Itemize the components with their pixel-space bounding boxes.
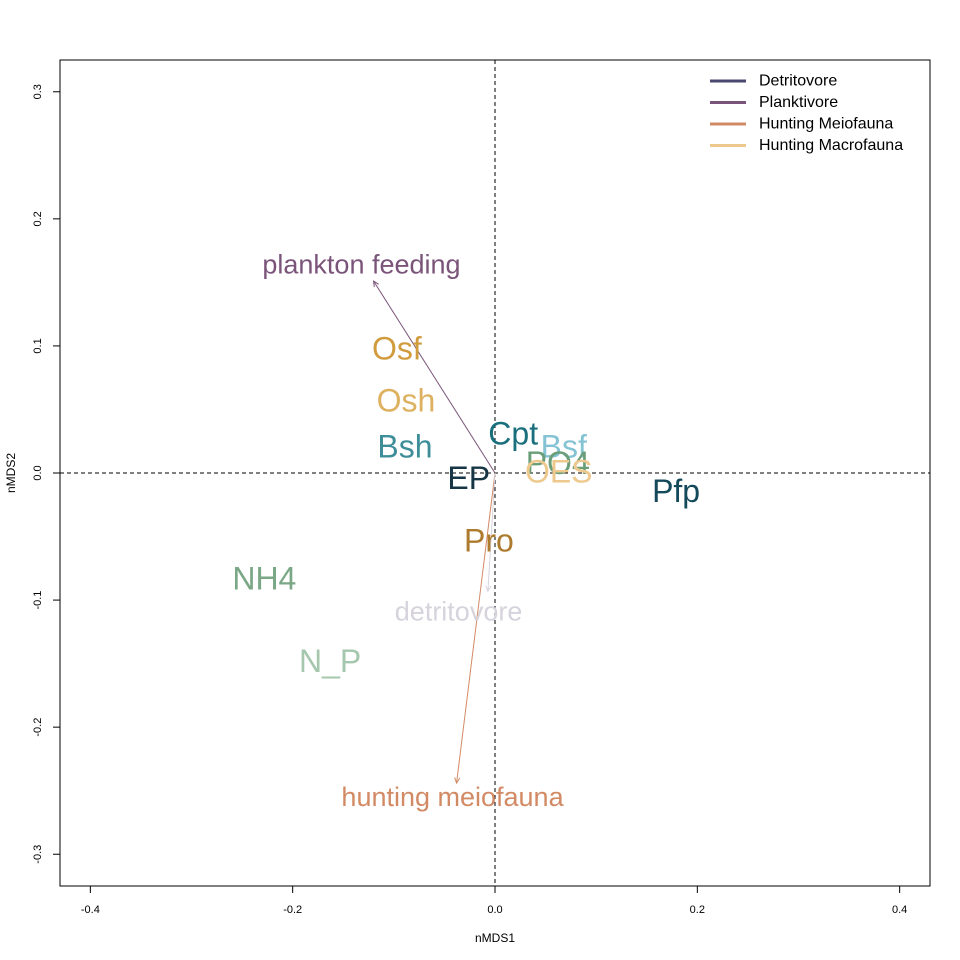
vector-arrow-line [487,472,496,592]
y-tick-label: -0.1 [32,591,44,610]
y-tick-label: 0.2 [32,211,44,226]
y-tick-label: 0.1 [32,338,44,353]
y-tick-label: 0.0 [32,465,44,480]
x-tick-label: 0.2 [690,904,705,916]
x-tick-label: 0.4 [892,904,907,916]
point-label: Osh [377,383,436,419]
x-axis: -0.4 -0.2 0.0 0.2 0.4 [81,886,907,916]
vector-arrow-head [372,280,379,288]
legend-label: Hunting Meiofauna [759,116,893,133]
point-label: N_P [299,643,361,679]
vector-label: detritovore [395,597,523,627]
y-axis-label: nMDS2 [4,453,18,493]
y-axis: -0.3 -0.2 -0.1 0.0 0.1 0.2 0.3 [32,84,60,864]
vector-arrow-head [454,777,461,785]
point-label: Cpt [488,416,538,452]
vector-arrows [372,280,496,785]
x-tick-label: -0.4 [81,904,100,916]
x-tick-label: -0.2 [283,904,302,916]
vector-labels: plankton feeding hunting meiofauna detrito… [262,250,564,812]
legend-label: Planktivore [759,94,838,111]
point-label: OES [525,454,593,490]
vector-label: hunting meiofauna [341,782,564,812]
point-label: EP [447,460,490,496]
y-tick-label: -0.3 [32,845,44,864]
point-label: Osf [372,330,422,366]
vector-label: plankton feeding [262,250,460,280]
point-label: Pfp [652,473,700,509]
x-axis-label: nMDS1 [475,931,515,945]
legend: Detritovore Planktivore Hunting Meiofauna H… [710,73,903,154]
vector-arrow-head [485,585,492,593]
y-tick-label: -0.2 [32,718,44,737]
point-label: Bsh [377,428,432,464]
vector-arrow-line [456,472,496,784]
vector-arrow-line [373,280,496,474]
x-tick-label: 0.0 [487,904,502,916]
y-tick-label: 0.3 [32,84,44,99]
point-label: Bsf [541,428,587,464]
point-label: PO4 [526,445,590,481]
legend-label: Detritovore [759,73,837,90]
point-label: Pro [464,522,514,558]
point-label: NH4 [232,560,296,596]
legend-label: Hunting Macrofauna [759,137,903,154]
